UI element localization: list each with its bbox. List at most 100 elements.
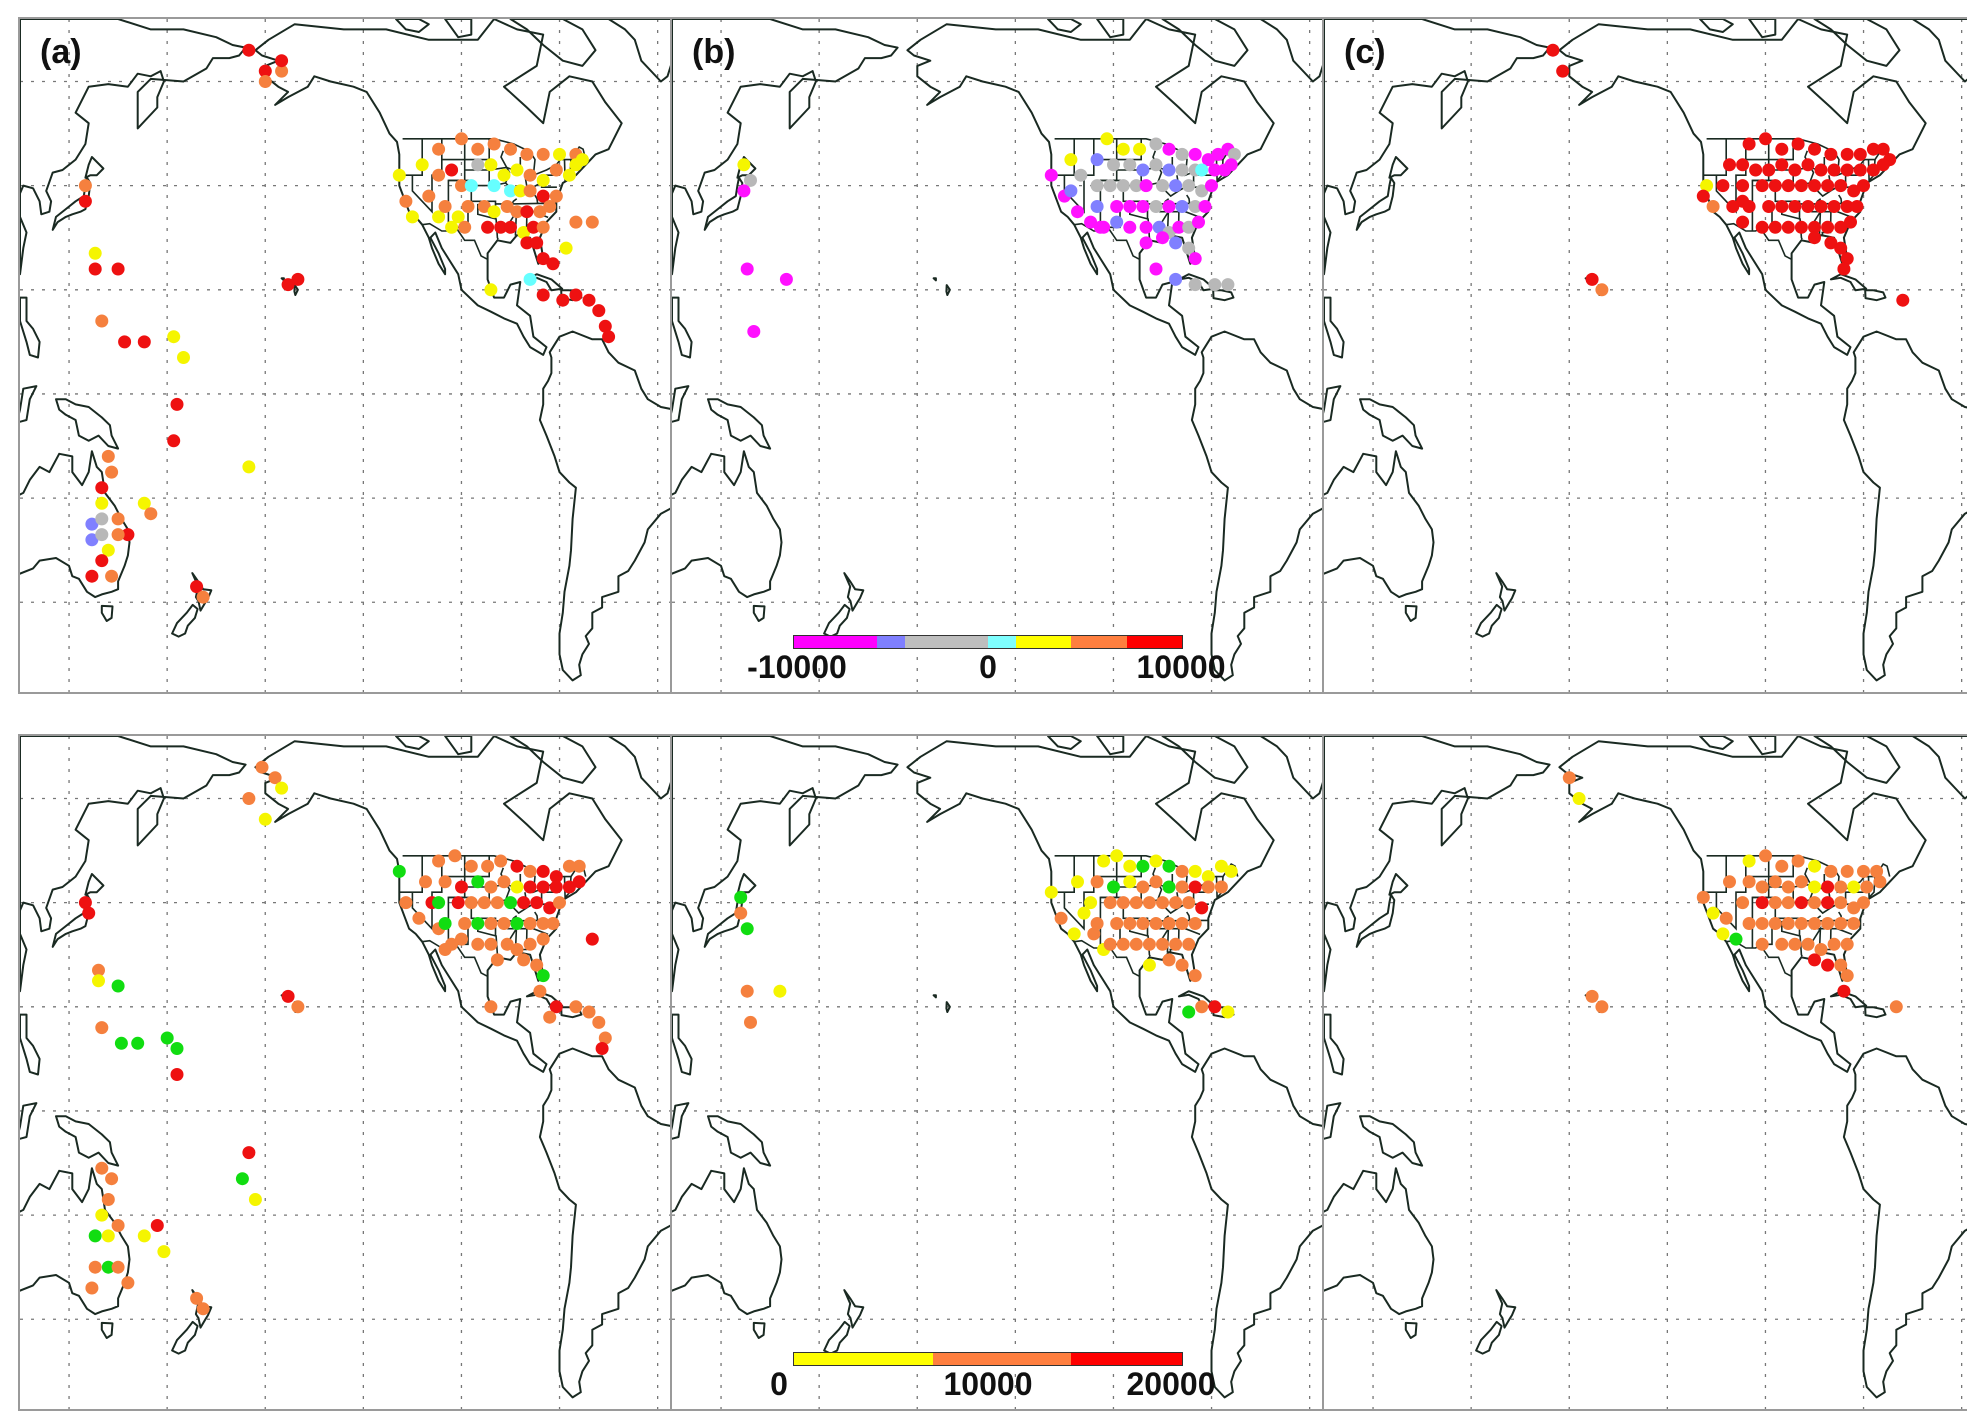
- station-dot: [258, 812, 272, 826]
- station-dot: [585, 215, 599, 229]
- station-dot: [490, 896, 504, 910]
- greenland-coast: [565, 19, 670, 83]
- new-zealand-north-coast: [843, 1289, 865, 1329]
- station-dot: [569, 288, 583, 302]
- sulawesi-coast: [672, 1102, 690, 1140]
- station-dot: [160, 1031, 174, 1045]
- station-dot: [95, 481, 109, 495]
- station-dot: [1175, 864, 1189, 878]
- station-dot: [1827, 937, 1841, 951]
- station-dot: [1169, 272, 1183, 286]
- station-dot: [167, 330, 181, 344]
- station-dot: [530, 896, 544, 910]
- station-dot: [196, 590, 210, 604]
- station-dot: [1814, 163, 1828, 177]
- station-dot: [471, 937, 485, 951]
- station-dot: [1768, 875, 1782, 889]
- station-dot: [546, 257, 560, 271]
- station-dot: [1182, 896, 1196, 910]
- station-dot: [504, 896, 517, 910]
- arctic-island2-coast: [1699, 736, 1734, 750]
- station-dot: [1110, 917, 1124, 930]
- station-dot: [549, 189, 563, 203]
- station-dot: [536, 917, 550, 930]
- station-dot: [1857, 864, 1870, 878]
- stations: [1546, 43, 1910, 307]
- station-dot: [1837, 262, 1851, 276]
- map-canvas: [1324, 19, 1967, 692]
- colorbar-segment: [821, 1353, 850, 1365]
- station-dot: [291, 1000, 305, 1014]
- station-dot: [455, 932, 468, 946]
- tasmania-coast: [100, 604, 114, 622]
- station-dot: [1837, 984, 1851, 998]
- station-dot: [1221, 1005, 1235, 1019]
- station-dot: [592, 304, 606, 318]
- station-dot: [392, 864, 406, 878]
- station-dot: [481, 859, 495, 873]
- station-dot: [291, 272, 305, 286]
- station-dot: [1696, 189, 1710, 203]
- station-dot: [543, 200, 557, 213]
- border-line: [477, 203, 499, 240]
- station-dot: [562, 880, 576, 894]
- north-america-coast: [1558, 19, 1927, 356]
- station-dot: [1071, 205, 1084, 219]
- station-dot: [1224, 158, 1238, 172]
- station-dot: [517, 226, 531, 239]
- station-dot: [1808, 859, 1821, 873]
- colorbar-segment: [794, 1353, 822, 1365]
- australia-coast: [672, 450, 783, 599]
- station-dot: [504, 220, 517, 234]
- border-line: [1051, 855, 1075, 893]
- station-dot: [445, 937, 459, 951]
- asia-coast: [20, 736, 247, 993]
- arctic-island2-coast: [1047, 736, 1082, 750]
- station-dot: [562, 859, 576, 873]
- station-dot: [1123, 875, 1137, 889]
- station-dot: [523, 880, 537, 894]
- station-dot: [1188, 200, 1202, 213]
- station-dot: [1175, 200, 1189, 213]
- station-dot: [1736, 179, 1750, 193]
- station-dot: [562, 168, 576, 182]
- station-dot: [461, 200, 475, 213]
- colorbar-segment: [1126, 1353, 1155, 1365]
- station-dot: [1162, 953, 1176, 967]
- station-dot: [1103, 179, 1117, 193]
- station-dot: [1716, 927, 1730, 941]
- station-dot: [242, 1146, 256, 1160]
- tasmania-coast: [1404, 1321, 1418, 1339]
- colorbar-segment: [960, 1353, 989, 1365]
- station-dot: [1103, 896, 1117, 910]
- new-guinea-coast: [1359, 398, 1424, 450]
- colorbar-segment: [1154, 636, 1183, 648]
- colorbar-segment: [960, 636, 989, 648]
- new-guinea-coast: [707, 398, 772, 450]
- station-dot: [1188, 969, 1202, 983]
- station-dot: [438, 875, 452, 889]
- station-dot: [1182, 937, 1196, 951]
- station-dot: [1142, 958, 1156, 972]
- border-line: [1838, 194, 1843, 204]
- station-dot: [471, 875, 485, 889]
- greenland-coast: [565, 736, 670, 800]
- station-dot: [484, 158, 498, 172]
- station-dot: [1156, 896, 1169, 910]
- station-dot: [1188, 252, 1202, 266]
- station-dot: [536, 969, 550, 983]
- new-zealand-north-coast: [1495, 572, 1517, 612]
- station-dot: [78, 194, 92, 208]
- station-dot: [455, 880, 468, 894]
- arctic-island-coast: [1748, 736, 1777, 756]
- station-dot: [569, 215, 583, 229]
- tasmania-coast: [1404, 604, 1418, 622]
- station-dot: [131, 1036, 145, 1050]
- station-dot: [1821, 880, 1835, 894]
- station-dot: [464, 859, 478, 873]
- station-dot: [1595, 283, 1609, 297]
- arctic-island2-coast: [1699, 19, 1734, 33]
- station-dot: [1208, 278, 1222, 292]
- cuba-coast: [1829, 273, 1868, 292]
- station-dot: [1162, 200, 1176, 213]
